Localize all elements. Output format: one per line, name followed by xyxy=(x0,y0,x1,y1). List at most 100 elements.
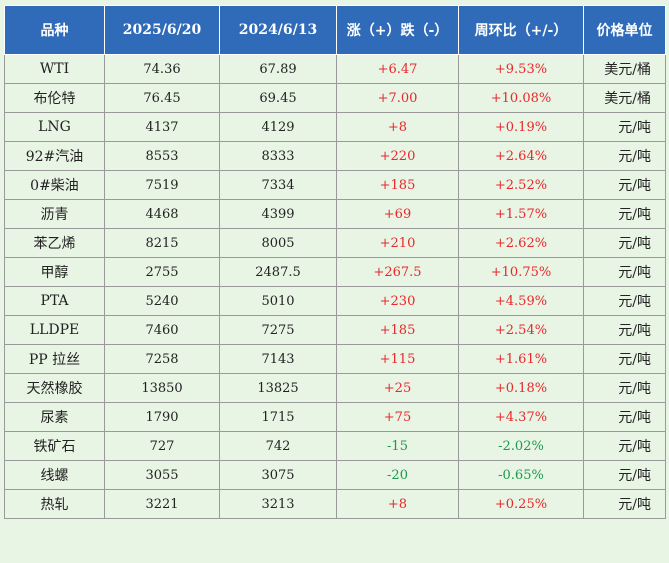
cell-price-current: 3055 xyxy=(104,460,220,490)
cell-change: +6.47 xyxy=(336,54,459,84)
cell-name: 0#柴油 xyxy=(4,170,105,200)
cell-name: 苯乙烯 xyxy=(4,228,105,258)
header-date-previous: 2024/6/13 xyxy=(219,5,337,55)
cell-pct: +10.08% xyxy=(458,83,584,113)
header-change: 涨（+）跌（-） xyxy=(336,5,459,55)
cell-price-current: 7460 xyxy=(104,315,220,345)
cell-change: +210 xyxy=(336,228,459,258)
cell-price-previous: 7275 xyxy=(219,315,337,345)
cell-name: 92#汽油 xyxy=(4,141,105,171)
cell-name: PTA xyxy=(4,286,105,316)
cell-change: +185 xyxy=(336,315,459,345)
cell-name: 尿素 xyxy=(4,402,105,432)
commodity-price-table: 品种 2025/6/20 2024/6/13 涨（+）跌（-） 周环比（+/-）… xyxy=(4,5,666,519)
cell-unit: 元/吨 xyxy=(583,286,666,316)
cell-price-previous: 4399 xyxy=(219,199,337,229)
cell-change: +25 xyxy=(336,373,459,403)
cell-name: WTI xyxy=(4,54,105,84)
cell-price-previous: 7143 xyxy=(219,344,337,374)
cell-price-current: 3221 xyxy=(104,489,220,519)
cell-price-current: 7519 xyxy=(104,170,220,200)
table-row: 甲醇 2755 2487.5 +267.5 +10.75% 元/吨 xyxy=(4,257,666,287)
cell-pct: +2.62% xyxy=(458,228,584,258)
cell-pct: +10.75% xyxy=(458,257,584,287)
cell-unit: 元/吨 xyxy=(583,228,666,258)
cell-price-current: 4468 xyxy=(104,199,220,229)
cell-unit: 元/吨 xyxy=(583,141,666,171)
cell-pct: +0.19% xyxy=(458,112,584,142)
cell-change: +267.5 xyxy=(336,257,459,287)
cell-name: LLDPE xyxy=(4,315,105,345)
cell-price-previous: 3213 xyxy=(219,489,337,519)
cell-change: +185 xyxy=(336,170,459,200)
table-row: 0#柴油 7519 7334 +185 +2.52% 元/吨 xyxy=(4,170,666,200)
table-row: 尿素 1790 1715 +75 +4.37% 元/吨 xyxy=(4,402,666,432)
cell-name: PP 拉丝 xyxy=(4,344,105,374)
cell-price-current: 76.45 xyxy=(104,83,220,113)
table-row: 布伦特 76.45 69.45 +7.00 +10.08% 美元/桶 xyxy=(4,83,666,113)
table-row: PTA 5240 5010 +230 +4.59% 元/吨 xyxy=(4,286,666,316)
cell-unit: 元/吨 xyxy=(583,402,666,432)
table-row: 热轧 3221 3213 +8 +0.25% 元/吨 xyxy=(4,489,666,519)
header-name: 品种 xyxy=(4,5,105,55)
cell-name: 热轧 xyxy=(4,489,105,519)
cell-price-previous: 742 xyxy=(219,431,337,461)
cell-unit: 元/吨 xyxy=(583,489,666,519)
cell-change: +8 xyxy=(336,489,459,519)
cell-price-previous: 3075 xyxy=(219,460,337,490)
cell-pct: +4.37% xyxy=(458,402,584,432)
cell-pct: +0.25% xyxy=(458,489,584,519)
cell-price-previous: 8333 xyxy=(219,141,337,171)
header-row: 品种 2025/6/20 2024/6/13 涨（+）跌（-） 周环比（+/-）… xyxy=(4,5,666,55)
cell-pct: +0.18% xyxy=(458,373,584,403)
cell-price-current: 7258 xyxy=(104,344,220,374)
cell-price-current: 727 xyxy=(104,431,220,461)
cell-price-previous: 67.89 xyxy=(219,54,337,84)
cell-unit: 元/吨 xyxy=(583,112,666,142)
cell-change: +220 xyxy=(336,141,459,171)
cell-change: -15 xyxy=(336,431,459,461)
cell-pct: +1.61% xyxy=(458,344,584,374)
table-row: LNG 4137 4129 +8 +0.19% 元/吨 xyxy=(4,112,666,142)
cell-pct: +4.59% xyxy=(458,286,584,316)
cell-change: +69 xyxy=(336,199,459,229)
cell-unit: 元/吨 xyxy=(583,431,666,461)
cell-pct: -0.65% xyxy=(458,460,584,490)
cell-pct: -2.02% xyxy=(458,431,584,461)
table-row: 92#汽油 8553 8333 +220 +2.64% 元/吨 xyxy=(4,141,666,171)
table-row: LLDPE 7460 7275 +185 +2.54% 元/吨 xyxy=(4,315,666,345)
cell-name: 甲醇 xyxy=(4,257,105,287)
cell-change: +230 xyxy=(336,286,459,316)
cell-unit: 元/吨 xyxy=(583,199,666,229)
cell-price-previous: 7334 xyxy=(219,170,337,200)
cell-change: +8 xyxy=(336,112,459,142)
cell-unit: 元/吨 xyxy=(583,257,666,287)
table-row: 天然橡胶 13850 13825 +25 +0.18% 元/吨 xyxy=(4,373,666,403)
table-row: 沥青 4468 4399 +69 +1.57% 元/吨 xyxy=(4,199,666,229)
cell-price-current: 5240 xyxy=(104,286,220,316)
cell-name: 天然橡胶 xyxy=(4,373,105,403)
table-row: WTI 74.36 67.89 +6.47 +9.53% 美元/桶 xyxy=(4,54,666,84)
cell-change: -20 xyxy=(336,460,459,490)
cell-pct: +2.52% xyxy=(458,170,584,200)
cell-unit: 元/吨 xyxy=(583,373,666,403)
cell-price-previous: 69.45 xyxy=(219,83,337,113)
cell-price-current: 74.36 xyxy=(104,54,220,84)
header-date-current: 2025/6/20 xyxy=(104,5,220,55)
cell-price-current: 13850 xyxy=(104,373,220,403)
cell-pct: +2.64% xyxy=(458,141,584,171)
cell-price-previous: 5010 xyxy=(219,286,337,316)
cell-price-previous: 1715 xyxy=(219,402,337,432)
cell-unit: 美元/桶 xyxy=(583,54,666,84)
cell-pct: +2.54% xyxy=(458,315,584,345)
cell-change: +7.00 xyxy=(336,83,459,113)
cell-price-current: 2755 xyxy=(104,257,220,287)
cell-change: +75 xyxy=(336,402,459,432)
table-row: 线螺 3055 3075 -20 -0.65% 元/吨 xyxy=(4,460,666,490)
cell-name: 铁矿石 xyxy=(4,431,105,461)
cell-name: 沥青 xyxy=(4,199,105,229)
cell-pct: +9.53% xyxy=(458,54,584,84)
cell-change: +115 xyxy=(336,344,459,374)
cell-name: LNG xyxy=(4,112,105,142)
